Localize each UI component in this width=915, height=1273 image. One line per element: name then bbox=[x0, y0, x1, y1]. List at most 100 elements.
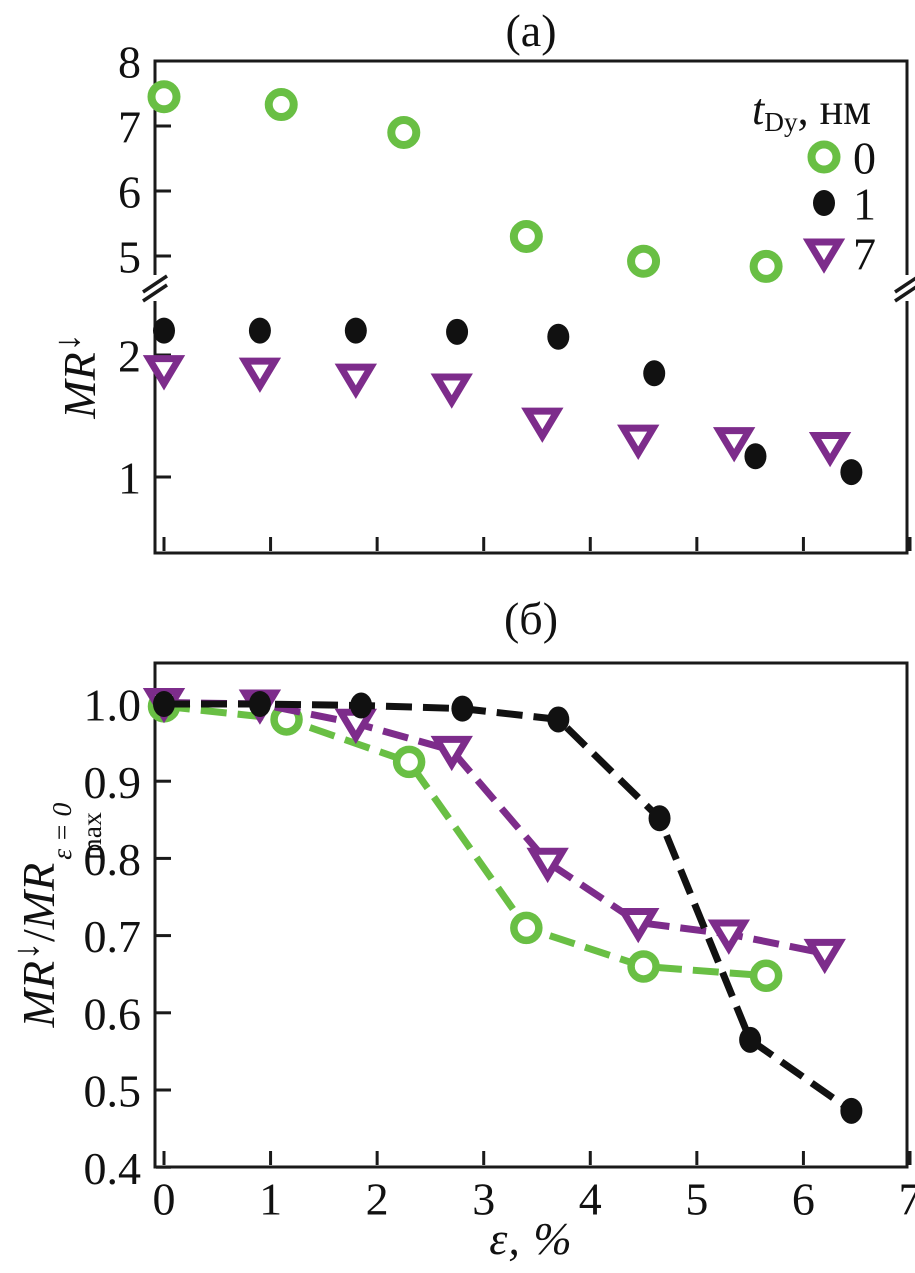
panel-a: 5 6 7 8 1 2 bbox=[118, 37, 915, 555]
filled-circle-marker bbox=[248, 317, 271, 344]
axis-break-slash bbox=[142, 274, 168, 294]
open-triangle-down-marker bbox=[707, 919, 751, 955]
filled-circle-marker bbox=[643, 360, 666, 387]
filled-circle-marker bbox=[648, 805, 671, 832]
open-circle-marker bbox=[749, 959, 783, 992]
series-line bbox=[163, 702, 767, 980]
y-tick-label: 0.8 bbox=[84, 834, 142, 885]
axis-frame bbox=[153, 661, 909, 1169]
open-circle-marker bbox=[509, 220, 543, 253]
axis-break-slash bbox=[142, 283, 168, 303]
series-line bbox=[164, 700, 854, 1114]
y-tick-label: 0.9 bbox=[84, 757, 142, 808]
open-circle-marker bbox=[510, 911, 543, 945]
open-triangle-down-marker bbox=[238, 357, 282, 393]
panel-b: 1.0 0.9 0.8 0.7 0.6 0.5 0.40 1 2 3 4 5 6 7 bbox=[84, 661, 915, 1225]
panel-a-series-tdy-1 bbox=[153, 317, 863, 486]
open-triangle-down-marker bbox=[142, 355, 186, 391]
open-triangle-down-marker bbox=[617, 907, 660, 944]
open-circle-marker bbox=[749, 249, 783, 283]
x-tick-label: 4 bbox=[579, 1174, 602, 1225]
axis-frame bbox=[153, 59, 909, 555]
series-line bbox=[163, 699, 826, 957]
legend-entry-label: 7 bbox=[853, 229, 876, 280]
legend: 017 bbox=[802, 133, 876, 280]
epsilon-zero-superscript: ε = 0 bbox=[46, 802, 78, 860]
x-tick-label: 6 bbox=[792, 1174, 815, 1225]
filled-circle-marker bbox=[344, 317, 367, 344]
ylabel-b-sub-sup-stack: ε = 0 max bbox=[46, 802, 108, 860]
filled-circle-marker bbox=[813, 190, 835, 216]
filled-circle-marker bbox=[153, 691, 175, 717]
y-tick-label: 1 bbox=[118, 453, 141, 504]
down-arrow-superscript: ↓ bbox=[6, 941, 47, 960]
x-tick-label: 1 bbox=[259, 1174, 282, 1225]
panel-b-series-tdy-7 bbox=[142, 687, 846, 975]
panel-b-title: (б) bbox=[503, 593, 559, 644]
x-tick-label: 3 bbox=[472, 1174, 495, 1225]
legend-title-subscript: Dy bbox=[764, 106, 798, 137]
panel-b-y-axis-label: MR↓/MR ε = 0 max bbox=[5, 803, 107, 1028]
filled-circle-marker bbox=[739, 1026, 762, 1053]
ylabel-b-numerator: MR bbox=[13, 960, 65, 1028]
down-arrow-superscript: ↓ bbox=[46, 333, 87, 352]
y-tick-label: 8 bbox=[118, 37, 141, 88]
filled-circle-marker bbox=[153, 317, 175, 344]
filled-circle-marker bbox=[248, 691, 271, 717]
x-tick-label: 7 bbox=[898, 1174, 915, 1225]
open-triangle-down-marker bbox=[334, 363, 378, 399]
x-axis-label-text: ε, % bbox=[489, 1213, 573, 1264]
y-tick-label: 5 bbox=[118, 232, 141, 283]
open-circle-marker bbox=[627, 244, 661, 278]
filled-circle-marker bbox=[744, 443, 767, 470]
open-triangle-down-marker bbox=[803, 938, 846, 975]
y-tick-label: 1.0 bbox=[84, 680, 142, 731]
open-triangle-down-marker bbox=[526, 847, 569, 884]
open-triangle-down-marker bbox=[808, 432, 852, 468]
y-tick-label: 6 bbox=[118, 167, 141, 218]
filled-circle-marker bbox=[451, 695, 474, 722]
y-tick-label: 7 bbox=[118, 102, 141, 153]
x-axis-label: ε, % bbox=[489, 1212, 572, 1265]
panel-a-series-tdy-0 bbox=[147, 80, 783, 283]
legend-title-units: , нм bbox=[797, 85, 871, 134]
open-triangle-down-marker bbox=[430, 373, 473, 409]
filled-circle-marker bbox=[446, 318, 469, 345]
axis-break-slash bbox=[894, 276, 915, 294]
max-subscript: max bbox=[76, 812, 108, 860]
slash: / bbox=[13, 929, 65, 942]
filled-circle-marker bbox=[547, 323, 570, 350]
legend-entry-label: 0 bbox=[853, 133, 876, 184]
open-triangle-down-marker bbox=[617, 424, 660, 460]
panel-a-series-tdy-7 bbox=[142, 355, 852, 468]
legend-title-variable: t bbox=[752, 85, 765, 134]
axis-break-gap bbox=[903, 275, 911, 301]
y-tick-label: 0.7 bbox=[84, 911, 142, 962]
axis-break-slash bbox=[894, 285, 915, 303]
y-tick-label: 0.5 bbox=[84, 1066, 142, 1117]
open-circle-marker bbox=[807, 140, 841, 174]
legend-title: tDy, нм bbox=[752, 84, 871, 138]
ylabel-a-base: MR bbox=[54, 352, 106, 419]
axis-break-gap bbox=[151, 275, 159, 301]
ylabel-b-denominator: MR bbox=[13, 862, 65, 930]
open-circle-marker bbox=[147, 80, 181, 114]
open-triangle-down-marker bbox=[430, 735, 473, 772]
x-tick-label: 0 bbox=[153, 1174, 176, 1225]
filled-circle-marker bbox=[350, 692, 373, 719]
legend-entry-label: 1 bbox=[853, 179, 876, 230]
y-tick-label: 2 bbox=[118, 331, 141, 382]
open-triangle-down-marker bbox=[521, 407, 564, 443]
panel-a-title: (а) bbox=[505, 5, 557, 56]
filled-circle-marker bbox=[547, 706, 570, 733]
x-tick-label: 5 bbox=[685, 1174, 708, 1225]
x-tick-label: 2 bbox=[366, 1174, 389, 1225]
filled-circle-marker bbox=[840, 1097, 863, 1124]
open-circle-marker bbox=[387, 116, 421, 149]
panel-a-y-axis-label: MR↓ bbox=[46, 333, 106, 418]
open-triangle-down-marker bbox=[712, 427, 756, 463]
y-tick-label: 0.4 bbox=[84, 1143, 142, 1194]
filled-circle-marker bbox=[840, 459, 863, 486]
